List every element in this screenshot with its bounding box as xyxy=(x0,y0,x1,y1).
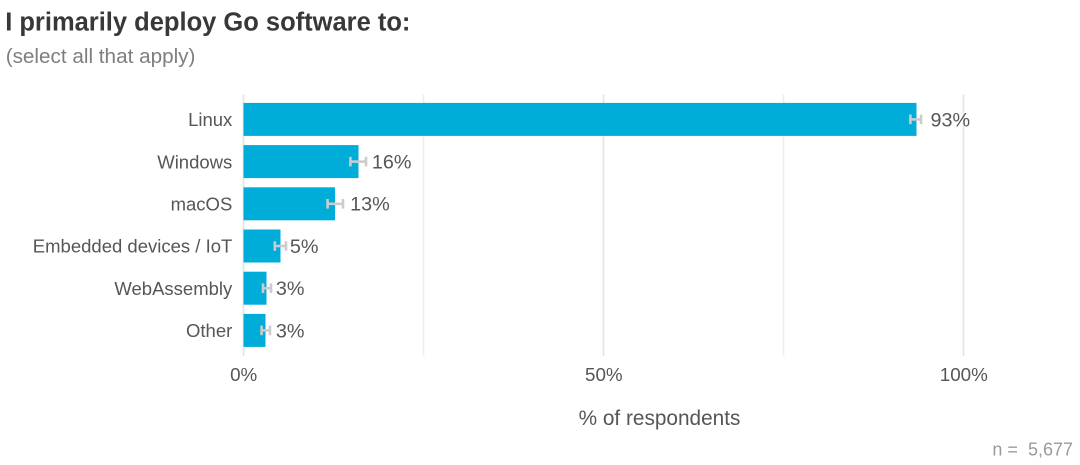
svg-text:0%: 0% xyxy=(230,364,257,385)
svg-text:n = 5,677: n = 5,677 xyxy=(992,440,1073,460)
svg-text:93%: 93% xyxy=(931,109,971,131)
svg-text:WebAssembly: WebAssembly xyxy=(114,278,233,299)
svg-text:50%: 50% xyxy=(585,364,623,385)
svg-text:I primarily deploy Go software: I primarily deploy Go software to: xyxy=(5,9,410,37)
svg-text:Embedded devices / IoT: Embedded devices / IoT xyxy=(33,236,233,257)
svg-text:3%: 3% xyxy=(276,278,305,300)
svg-text:% of respondents: % of respondents xyxy=(579,407,741,430)
svg-text:Windows: Windows xyxy=(157,151,232,172)
svg-text:(select all that apply): (select all that apply) xyxy=(6,45,196,68)
svg-text:100%: 100% xyxy=(940,364,988,385)
svg-text:Linux: Linux xyxy=(188,109,233,130)
svg-text:13%: 13% xyxy=(350,194,390,216)
svg-text:macOS: macOS xyxy=(171,194,233,215)
svg-text:3%: 3% xyxy=(276,320,305,342)
svg-text:5%: 5% xyxy=(290,236,319,258)
svg-text:Other: Other xyxy=(186,320,232,341)
svg-text:16%: 16% xyxy=(372,152,412,174)
